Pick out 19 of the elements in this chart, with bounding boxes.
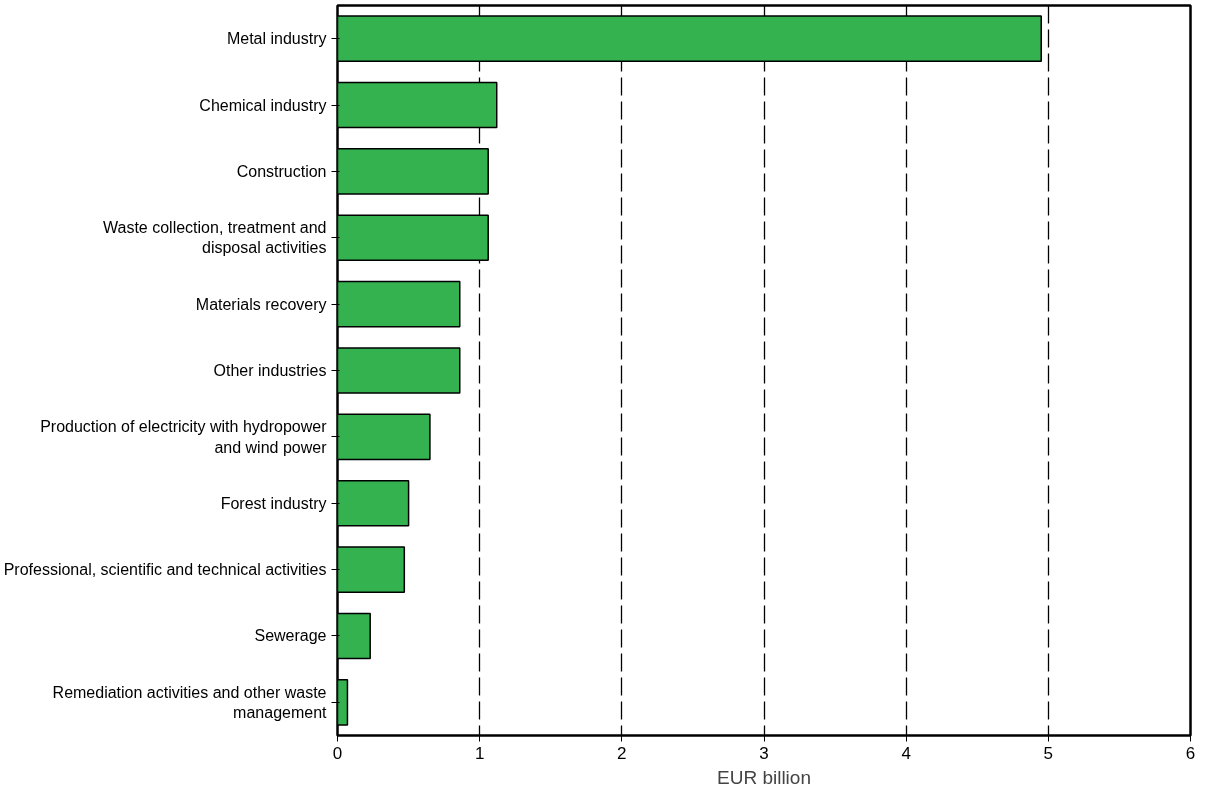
x-tick-label: 6 [1185,743,1196,763]
y-tick-label: Chemical industry [199,96,327,114]
y-tick-label: Sewerage [254,627,327,645]
x-axis-title: EUR billion [717,766,811,788]
y-tick-label: Professional, scientific and technical activities [3,561,327,579]
y-tick-label: Remediation activities and other waste management [52,683,328,722]
y-tick-label: Other industries [213,362,327,379]
x-tick-label: 2 [617,743,627,763]
y-tick-label: Production of electricity with hydropower and wind power [40,418,328,456]
x-tick-label: 0 [332,743,343,763]
y-tick-label: Metal industry [226,30,327,48]
y-tick-label: Waste collection, treatment and disposal activities [102,219,327,257]
y-tick-label: Construction [236,162,327,180]
y-tick-label: Forest industry [220,494,327,512]
x-tick-label: 4 [901,743,911,763]
x-tick-label: 3 [759,743,769,763]
y-tick-label: Materials recovery [195,295,327,313]
x-tick-label: 5 [1043,743,1054,763]
x-tick-label: 1 [474,743,485,763]
